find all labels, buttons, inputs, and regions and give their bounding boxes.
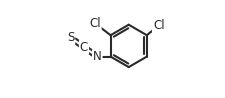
Text: S: S [67, 31, 74, 44]
Text: Cl: Cl [89, 17, 100, 30]
Text: N: N [92, 50, 101, 63]
Text: C: C [79, 41, 88, 54]
Text: Cl: Cl [152, 19, 164, 32]
